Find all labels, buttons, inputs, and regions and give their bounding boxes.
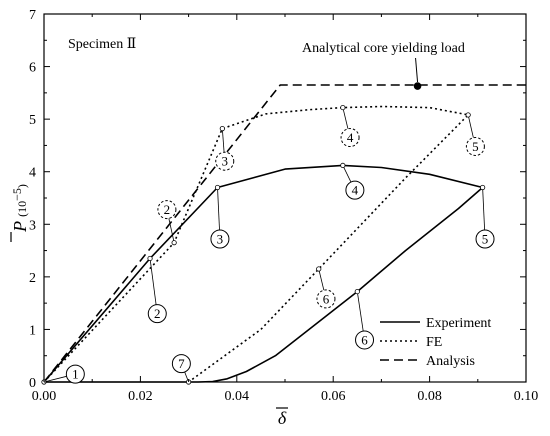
fe-circle-3 [215, 151, 235, 171]
annotation-core-yielding: Analytical core yielding load [302, 41, 465, 90]
fe-point-2 [171, 240, 177, 246]
experiment-label-1: 1 [72, 367, 79, 382]
fe-label-4: 4 [347, 130, 354, 145]
svg-text:Analysis: Analysis [426, 354, 475, 369]
x-tick-label: 0.02 [128, 389, 153, 404]
y-tick-label: 0 [29, 376, 36, 391]
experiment-point-4 [340, 162, 346, 169]
experiment-circle-6 [355, 330, 375, 350]
fe-label-2: 2 [164, 202, 171, 217]
x-tick-label: 0.08 [417, 389, 442, 404]
tick-layer: 0.00 0.02 0.04 0.06 0.08 0.10 0 1 2 3 4 5 6 7 [29, 8, 538, 404]
svg-text:Analytical core yielding load: Analytical core yielding load [302, 41, 465, 56]
y-tick-label: 7 [29, 8, 36, 23]
experiment-label-7: 7 [178, 356, 185, 371]
y-tick-label: 1 [29, 323, 36, 338]
svg-text:δ: δ [278, 408, 287, 428]
y-tick-label: 5 [29, 113, 36, 128]
experiment-label-2: 2 [154, 306, 161, 321]
legend-entry-analysis: Analysis [380, 354, 475, 369]
fe-point-6 [316, 266, 322, 272]
fe-label-3: 3 [222, 154, 229, 169]
y-tick-label: 4 [29, 166, 36, 181]
experiment-label-6: 6 [361, 332, 368, 347]
experiment-label-5: 5 [482, 232, 489, 247]
experiment-circle-4 [345, 180, 365, 200]
experiment-point-3 [214, 184, 221, 191]
x-tick-label: 0.00 [32, 389, 57, 404]
experiment-leader-4 [342, 165, 352, 183]
fe-leader-5 [467, 114, 474, 138]
fe-leader-3 [221, 128, 225, 153]
fe-circle-4 [340, 128, 360, 148]
experiment-label-3: 3 [217, 232, 224, 247]
x-tick-label: 0.10 [514, 389, 539, 404]
experiment-leader-6 [356, 291, 364, 332]
svg-text:FE: FE [426, 335, 442, 350]
experiment-leader-5 [482, 187, 486, 231]
fe-point-5 [465, 112, 471, 118]
fe-point-4 [340, 104, 346, 111]
fe-point-3 [219, 126, 225, 132]
series-line-analysis [43, 84, 526, 383]
x-tick-label: 0.06 [321, 389, 346, 404]
legend: Experiment FE Analysis [380, 316, 491, 369]
experiment-circle-5 [475, 229, 495, 249]
experiment-circle-1 [65, 364, 85, 384]
legend-entry-fe: FE [380, 335, 442, 350]
fe-leader-2 [168, 218, 175, 243]
fe-leader-4 [342, 107, 349, 129]
experiment-leader-2 [149, 258, 157, 305]
fe-label-5: 5 [472, 139, 479, 154]
y-tick-label: 6 [29, 61, 36, 76]
fe-circle-2 [157, 200, 177, 220]
experiment-circle-2 [147, 304, 167, 324]
fe-circle-6 [316, 289, 336, 309]
experiment-point-2 [147, 255, 153, 262]
series-line-experiment [43, 164, 484, 383]
svg-text:P(10−5): P(10−5) [10, 184, 30, 233]
experiment-point-6 [354, 288, 360, 295]
y-tick-label: 3 [29, 218, 36, 233]
panel-label: Specimen Ⅱ [68, 37, 136, 52]
series-layer [43, 84, 526, 383]
x-tick-label: 0.04 [225, 389, 250, 404]
svg-text:Experiment: Experiment [426, 316, 491, 331]
y-tick-label: 2 [29, 271, 36, 286]
experiment-label-4: 4 [352, 183, 359, 198]
experiment-leader-3 [217, 187, 220, 231]
fe-label-6: 6 [323, 291, 330, 306]
experiment-leader-1 [43, 375, 67, 383]
y-axis-title: P(10−5) [10, 184, 30, 242]
fe-leader-6 [318, 268, 325, 291]
x-axis-title: δ [276, 407, 288, 428]
marker-layer: 1 2 3 4 5 6 7 2 3 4 5 6 [41, 104, 495, 385]
experiment-point-5 [480, 184, 486, 191]
experiment-circle-3 [210, 229, 230, 249]
legend-entry-experiment: Experiment [380, 316, 491, 331]
series-line-fe [43, 105, 470, 383]
experiment-circle-7 [171, 354, 191, 374]
fe-circle-5 [465, 136, 485, 156]
